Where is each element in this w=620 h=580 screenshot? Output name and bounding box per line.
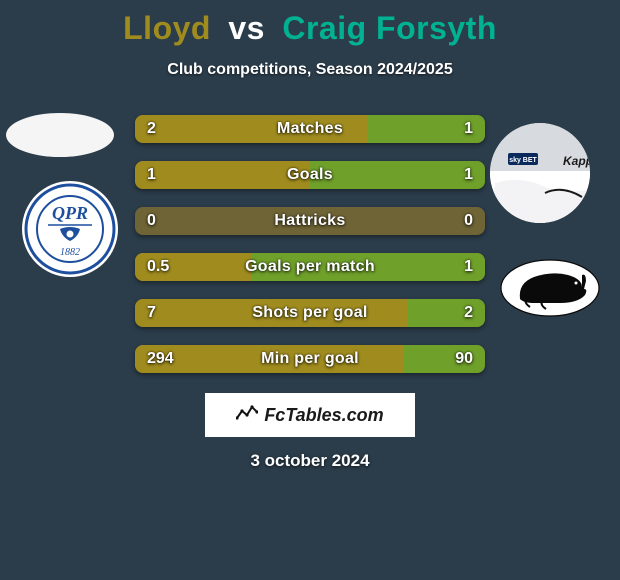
stat-row: 00Hattricks: [135, 207, 485, 235]
subtitle: Club competitions, Season 2024/2025: [0, 61, 620, 79]
stat-row: 29490Min per goal: [135, 345, 485, 373]
stat-label: Shots per goal: [135, 299, 485, 327]
title-player2: Craig Forsyth: [282, 10, 497, 46]
watermark-icon: [236, 404, 258, 427]
comparison-stage: QPR 1882 sky BET Kappa 21Matches 11Goals: [0, 99, 620, 499]
stat-row: 72Shots per goal: [135, 299, 485, 327]
svg-text:Kappa: Kappa: [563, 154, 590, 168]
stat-label: Min per goal: [135, 345, 485, 373]
stat-label: Hattricks: [135, 207, 485, 235]
watermark-text: FcTables.com: [264, 405, 383, 426]
player1-team-badge: QPR 1882: [20, 179, 120, 279]
title-player1: Lloyd: [123, 10, 211, 46]
stat-label: Goals: [135, 161, 485, 189]
stat-row: 0.51Goals per match: [135, 253, 485, 281]
stat-row: 21Matches: [135, 115, 485, 143]
svg-text:1882: 1882: [60, 247, 80, 258]
stat-row: 11Goals: [135, 161, 485, 189]
svg-text:sky BET: sky BET: [509, 157, 537, 164]
title-vs: vs: [228, 10, 265, 46]
svg-text:QPR: QPR: [52, 203, 88, 223]
player2-team-badge: [500, 259, 600, 317]
watermark: FcTables.com: [205, 393, 415, 437]
date-label: 3 october 2024: [0, 451, 620, 471]
stat-label: Matches: [135, 115, 485, 143]
player1-photo: [6, 113, 114, 157]
stat-bars: 21Matches 11Goals 00Hattricks 0.51Goals per…: [135, 115, 485, 391]
stat-label: Goals per match: [135, 253, 485, 281]
page-title: Lloyd vs Craig Forsyth: [0, 0, 620, 47]
player2-photo: sky BET Kappa: [490, 123, 590, 223]
